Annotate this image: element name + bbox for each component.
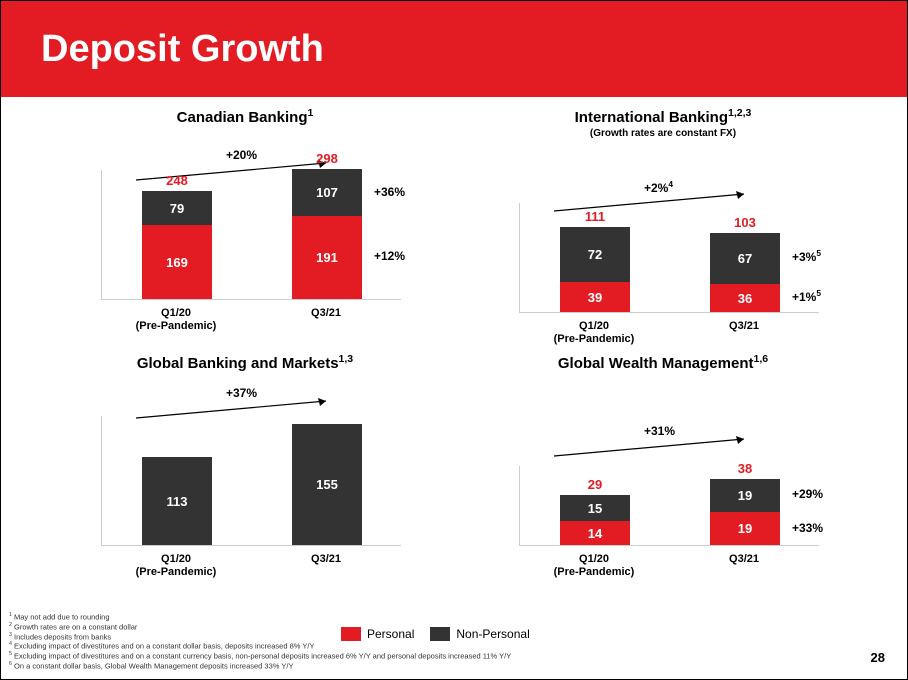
bar-segment: 113 <box>142 457 212 545</box>
page-title: Deposit Growth <box>41 28 324 71</box>
footnote: 4 Excluding impact of divestitures and o… <box>9 641 899 651</box>
growth-pct: +12% <box>374 249 405 263</box>
footnote: 2 Growth rates are on a constant dollar <box>9 622 899 632</box>
bar-segment: 107 <box>292 169 362 216</box>
chart-grid: Canadian Banking1+20%16979248191107298+3… <box>1 107 907 580</box>
bar: 3667103 <box>710 233 780 312</box>
plot-area: 16979248191107298+36%+12% <box>101 170 401 300</box>
bar-segment: 72 <box>560 227 630 282</box>
x-axis-labels: Q1/20(Pre-Pandemic)Q3/21 <box>101 553 401 581</box>
chart-area: +2%439721113667103+3%5+1%5Q1/20(Pre-Pand… <box>469 147 857 347</box>
x-axis-labels: Q1/20(Pre-Pandemic)Q3/21 <box>519 320 819 348</box>
bar-segment: 19 <box>710 479 780 512</box>
growth-pct: +3%5 <box>792 248 821 264</box>
bar-total: 103 <box>710 215 780 230</box>
x-label: Q3/21 <box>251 307 401 335</box>
growth-pct: +29% <box>792 487 823 501</box>
x-label: Q1/20(Pre-Pandemic) <box>101 553 251 581</box>
x-axis-labels: Q1/20(Pre-Pandemic)Q3/21 <box>519 553 819 581</box>
chart-panel: International Banking1,2,3 (Growth rates … <box>469 107 857 347</box>
plot-area: 113 155 <box>101 416 401 546</box>
footnotes: 1 May not add due to rounding2 Growth ra… <box>9 612 899 671</box>
bar-total: 111 <box>560 209 630 224</box>
bar-total: 29 <box>560 477 630 492</box>
bar-segment: 67 <box>710 233 780 284</box>
panel-title: International Banking1,2,3 <box>469 107 857 126</box>
plot-area: 39721113667103+3%5+1%5 <box>519 203 819 313</box>
x-label: Q1/20(Pre-Pandemic) <box>101 307 251 335</box>
x-label: Q3/21 <box>669 320 819 348</box>
chart-panel: Global Wealth Management1,6+31%141529191… <box>469 353 857 580</box>
footnote: 6 On a constant dollar basis, Global Wea… <box>9 661 899 671</box>
x-label: Q1/20(Pre-Pandemic) <box>519 320 669 348</box>
growth-label: +2%4 <box>644 179 673 195</box>
footnote: 3 Includes deposits from banks <box>9 632 899 642</box>
x-label: Q3/21 <box>251 553 401 581</box>
bar-segment: 79 <box>142 191 212 225</box>
bar-segment: 39 <box>560 282 630 312</box>
footnote: 1 May not add due to rounding <box>9 612 899 622</box>
panel-title: Canadian Banking1 <box>51 107 439 126</box>
growth-pct: +1%5 <box>792 288 821 304</box>
bar-segment: 14 <box>560 521 630 545</box>
chart-panel: Canadian Banking1+20%16979248191107298+3… <box>51 107 439 347</box>
growth-label: +31% <box>644 424 675 438</box>
growth-pct: +36% <box>374 185 405 199</box>
bar-segment: 15 <box>560 495 630 521</box>
panel-title: Global Wealth Management1,6 <box>469 353 857 372</box>
panel-subtitle: (Growth rates are constant FX) <box>469 128 857 139</box>
growth-label: +37% <box>226 386 257 400</box>
x-label: Q1/20(Pre-Pandemic) <box>519 553 669 581</box>
title-banner: Deposit Growth <box>1 1 907 97</box>
bar-segment: 155 <box>292 424 362 545</box>
panel-title: Global Banking and Markets1,3 <box>51 353 439 372</box>
x-axis-labels: Q1/20(Pre-Pandemic)Q3/21 <box>101 307 401 335</box>
chart-area: +37% 113 155 Q1/20(Pre-Pandemic)Q3/21 <box>51 380 439 580</box>
bar-segment: 36 <box>710 284 780 312</box>
bar-segment: 191 <box>292 216 362 299</box>
footnote: 5 Excluding impact of divestitures and o… <box>9 651 899 661</box>
chart-panel: Global Banking and Markets1,3 +37% 113 155 Q… <box>51 353 439 580</box>
bar-segment: 19 <box>710 512 780 545</box>
chart-area: +31%141529191938+29%+33%Q1/20(Pre-Pandem… <box>469 380 857 580</box>
bar-segment: 169 <box>142 225 212 299</box>
x-label: Q3/21 <box>669 553 819 581</box>
bar: 155 <box>292 424 362 545</box>
plot-area: 141529191938+29%+33% <box>519 466 819 546</box>
bar-total: 248 <box>142 173 212 188</box>
bar: 113 <box>142 457 212 545</box>
bar-total: 298 <box>292 151 362 166</box>
bar-total: 38 <box>710 461 780 476</box>
page-number: 28 <box>871 650 885 665</box>
bar: 191107298 <box>292 169 362 299</box>
growth-label: +20% <box>226 148 257 162</box>
bar: 141529 <box>560 495 630 545</box>
bar: 191938 <box>710 479 780 545</box>
bar: 3972111 <box>560 227 630 312</box>
chart-area: +20%16979248191107298+36%+12%Q1/20(Pre-P… <box>51 134 439 334</box>
growth-pct: +33% <box>792 521 823 535</box>
bar: 16979248 <box>142 191 212 299</box>
